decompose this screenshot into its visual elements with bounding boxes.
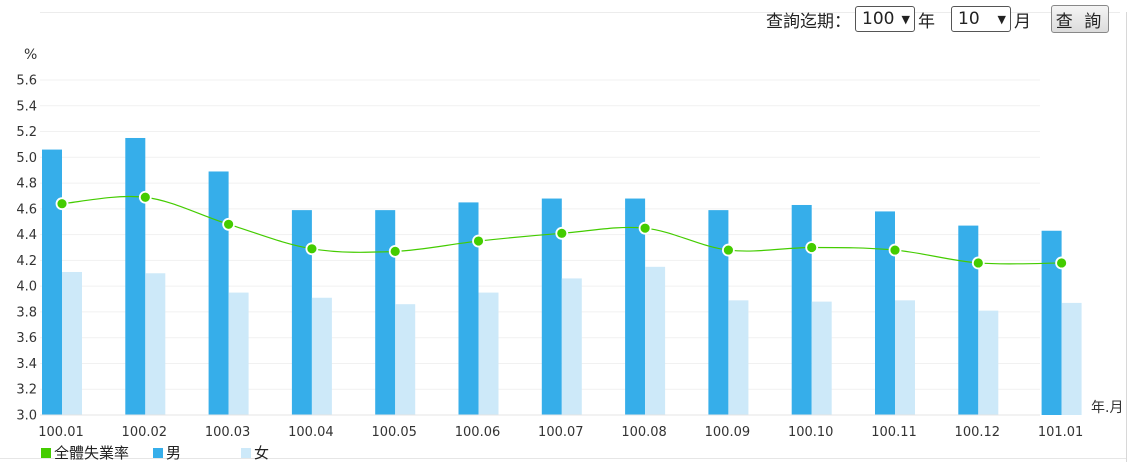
bar-female[interactable]: [228, 292, 249, 415]
month-select[interactable]: 10 ▼: [951, 6, 1011, 32]
total-line: [55, 190, 1068, 270]
query-toolbar: 查詢迄期： 100 ▼ 年 10 ▼ 月 查 詢: [766, 4, 1109, 34]
month-select-value: 10: [958, 9, 980, 29]
bar-female[interactable]: [311, 297, 332, 415]
y-tick-label: 5.4: [16, 99, 37, 114]
total-point[interactable]: [555, 226, 569, 240]
x-tick-label: 100.05: [371, 425, 417, 440]
total-point[interactable]: [1055, 256, 1068, 270]
bar-female[interactable]: [478, 292, 499, 415]
x-tick-label: 100.08: [621, 425, 667, 440]
total-point[interactable]: [472, 234, 485, 248]
x-tick-label: 100.04: [288, 425, 334, 440]
chart-frame-top: [40, 12, 1120, 13]
bar-female[interactable]: [895, 300, 915, 415]
total-point[interactable]: [222, 217, 236, 231]
legend-label-total: 全體失業率: [54, 444, 130, 462]
y-tick-label: 5.2: [16, 125, 37, 140]
total-point[interactable]: [971, 256, 985, 270]
query-label: 查詢迄期：: [766, 11, 851, 32]
legend-item-female[interactable]: 女: [241, 442, 269, 463]
y-tick-label: 4.6: [16, 202, 37, 217]
x-tick-label: 100.10: [788, 425, 834, 440]
bar-male[interactable]: [208, 171, 229, 415]
legend-swatch-total: [41, 447, 51, 458]
y-tick-label: 4.8: [16, 177, 37, 192]
bar-female[interactable]: [811, 301, 832, 415]
total-point[interactable]: [888, 243, 902, 257]
bar-female[interactable]: [62, 271, 82, 415]
total-point[interactable]: [55, 197, 69, 211]
total-point[interactable]: [388, 244, 402, 258]
legend-swatch-female: [241, 447, 251, 458]
chevron-down-icon: ▼: [901, 12, 910, 26]
bar-male[interactable]: [791, 204, 812, 415]
bar-male[interactable]: [42, 149, 62, 416]
bar-male[interactable]: [625, 198, 646, 415]
y-axis-label: %: [24, 47, 37, 63]
chevron-down-icon: ▼: [997, 12, 1006, 26]
total-point[interactable]: [305, 242, 319, 256]
x-tick-label: 101.01: [1038, 425, 1084, 440]
bar-female[interactable]: [978, 310, 999, 415]
year-unit: 年: [918, 11, 935, 32]
y-tick-label: 3.0: [16, 409, 37, 424]
y-tick-label: 5.0: [16, 151, 37, 166]
y-tick-label: 4.0: [16, 280, 37, 295]
y-tick-label: 5.6: [16, 74, 37, 89]
legend-item-male[interactable]: 男: [153, 442, 241, 463]
month-unit: 月: [1014, 11, 1031, 32]
x-tick-label: 100.07: [538, 425, 584, 440]
bar-female[interactable]: [145, 273, 166, 415]
bar-male[interactable]: [875, 211, 895, 415]
year-select[interactable]: 100 ▼: [855, 6, 915, 32]
bar-male[interactable]: [541, 198, 562, 415]
x-tick-label: 100.09: [705, 425, 751, 440]
bar-male[interactable]: [375, 210, 396, 415]
legend-swatch-male: [153, 447, 163, 458]
bar-male[interactable]: [708, 210, 729, 415]
y-tick-label: 3.8: [16, 305, 37, 320]
bar-male[interactable]: [291, 210, 312, 415]
bars: [42, 137, 1082, 416]
bar-male[interactable]: [1041, 230, 1062, 415]
year-select-value: 100: [862, 9, 895, 29]
legend: 全體失業率 男 女: [41, 442, 269, 463]
chart-frame-right: [1126, 12, 1127, 462]
chart-frame-bottom: [0, 458, 1126, 459]
bar-male[interactable]: [125, 137, 146, 415]
bar-male[interactable]: [458, 202, 479, 415]
x-tick-label: 100.11: [871, 425, 917, 440]
query-button[interactable]: 查 詢: [1051, 5, 1109, 33]
x-tick-label: 100.03: [205, 425, 251, 440]
bar-female[interactable]: [645, 266, 666, 415]
bar-female[interactable]: [561, 278, 582, 415]
legend-item-total[interactable]: 全體失業率: [41, 442, 153, 463]
y-tick-label: 3.6: [16, 331, 37, 346]
grid-lines: [40, 79, 1040, 416]
bar-male[interactable]: [958, 225, 979, 415]
y-tick-label: 4.2: [16, 254, 37, 269]
y-tick-label: 4.4: [16, 228, 37, 243]
y-tick-label: 3.4: [16, 357, 37, 372]
x-tick-label: 100.06: [455, 425, 501, 440]
x-tick-label: 100.12: [955, 425, 1001, 440]
legend-label-female: 女: [254, 444, 270, 462]
x-tick-label: 100.01: [38, 425, 84, 440]
total-point[interactable]: [805, 241, 819, 254]
legend-label-male: 男: [166, 444, 182, 462]
bar-female[interactable]: [1061, 302, 1082, 415]
x-axis-label: 年.月: [1091, 400, 1123, 416]
bar-female[interactable]: [728, 300, 749, 415]
total-point[interactable]: [138, 190, 152, 204]
x-tick-label: 100.02: [122, 425, 168, 440]
y-tick-label: 3.2: [16, 383, 37, 398]
axes: 3.0 3.2 3.4 3.6 3.8 4.0 4.2 4.4 4.6 4.8 5.0 5.2 5.4 5…: [16, 47, 1123, 440]
total-point[interactable]: [722, 243, 735, 257]
bar-female[interactable]: [395, 304, 416, 415]
total-point[interactable]: [638, 221, 652, 235]
